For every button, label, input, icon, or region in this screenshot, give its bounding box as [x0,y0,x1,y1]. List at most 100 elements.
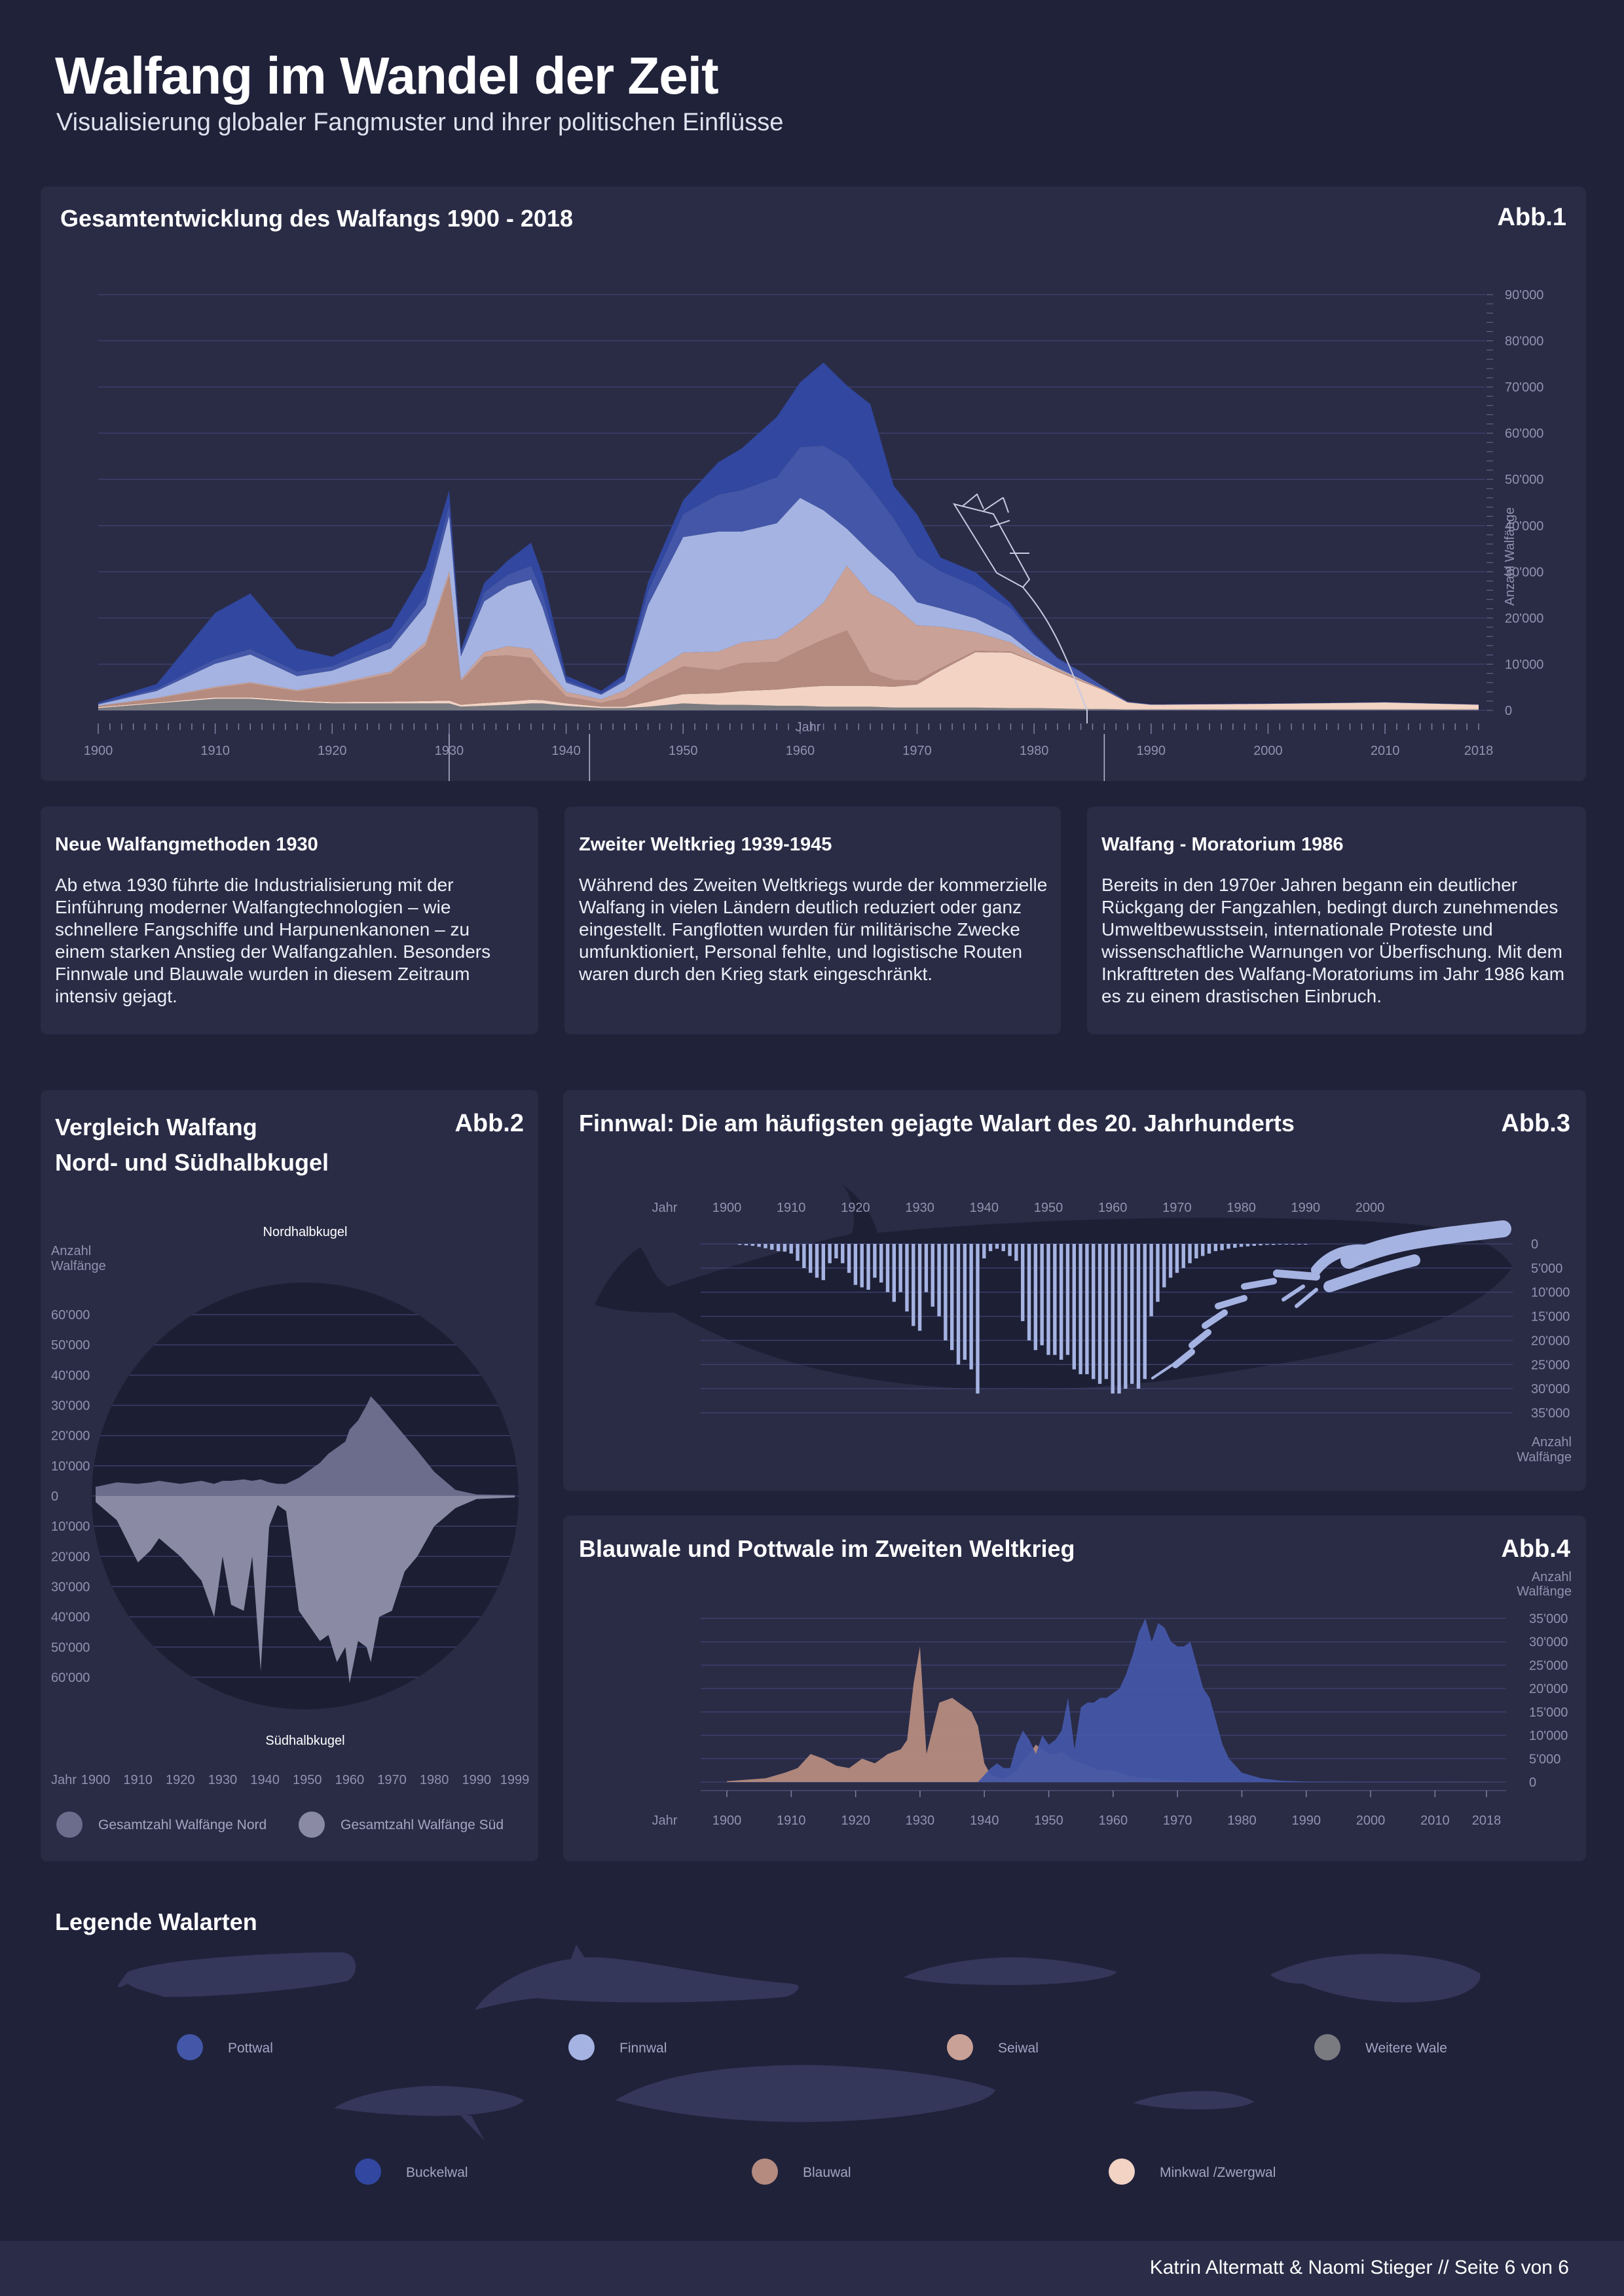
note-moratorium: Walfang - Moratorium 1986 Bereits in den… [1087,807,1586,1034]
finnwal-bar [1079,1244,1082,1375]
figure4-xtick: 1990 [1291,1813,1321,1828]
finnwal-bar [905,1244,909,1312]
figure4-ytick: 35'000 [1529,1612,1568,1626]
finnwal-bar [828,1244,832,1264]
finnwal-bar [1117,1244,1121,1394]
finnwal-bar [1162,1244,1166,1288]
finnwal-bar [988,1244,993,1252]
note-moratorium-text: Bereits in den 1970er Jahren begann ein … [1101,875,1565,1006]
figure1-xtick: 1940 [551,744,581,758]
legend-label-5: Buckelwal [406,2165,468,2180]
figure4-xtick: 1970 [1163,1813,1192,1828]
figure2-ytick: 20'000 [51,1429,90,1444]
finnwal-bar [1227,1244,1230,1249]
sei-whale-icon [904,1957,1116,1985]
finnwal-bar [1098,1244,1102,1384]
figure3-ytick: 5'000 [1531,1262,1562,1276]
legend-nord-label: Gesamtzahl Walfänge Nord [98,1817,267,1832]
figure1-xtick: 2018 [1464,744,1494,758]
finnwal-bar [1213,1244,1218,1252]
finnwal-bar [744,1244,748,1246]
figure1-xtick: 1960 [786,744,815,758]
legend-swatch-1 [177,2034,203,2060]
figure4-ytick: 10'000 [1529,1729,1568,1743]
finnwal-bar [1194,1244,1198,1259]
finnwal-bar [917,1244,922,1331]
finnwal-bar [1297,1244,1301,1245]
legend-swatch-4 [1314,2034,1340,2060]
figure2-xtick: 1910 [123,1773,153,1787]
figure3-xtick: 1980 [1227,1201,1256,1215]
figure4-panel: Blauwale und Pottwale im Zweiten Weltkri… [563,1516,1586,1861]
finnwal-bar [1033,1244,1038,1351]
finnwal-bar [1252,1244,1256,1246]
figure2-ytick: 30'000 [51,1580,90,1594]
finnwal-bar [1259,1244,1263,1246]
figure1-xtick: 1910 [200,744,230,758]
area-gesamtzahl-walf-nge-s-d [96,1496,515,1684]
legend-nord-swatch [56,1812,83,1838]
finnwal-bar [866,1244,870,1290]
finnwal-bar [937,1244,941,1317]
figure1-ytick: 40'000 [1505,519,1543,534]
footer-text: Katrin Altermatt & Naomi Stieger // Seit… [1149,2257,1569,2278]
finnwal-bar [789,1244,793,1254]
figure4-xtick: 1900 [712,1813,742,1828]
legend-label-3: Seiwal [998,2041,1039,2056]
figure4-ytick: 20'000 [1529,1682,1568,1696]
finnwal-bar [776,1244,781,1252]
figure4-ytick: 5'000 [1529,1752,1560,1766]
page-title: Walfang im Wandel der Zeit [55,46,719,106]
note-ww2: Zweiter Weltkrieg 1939-1945 Während des … [564,807,1061,1034]
finnwal-bar [1291,1244,1295,1245]
legend-label-1: Pottwal [228,2041,273,2056]
finnwal-bar [1181,1244,1185,1268]
finnwal-bar [924,1244,929,1292]
figure2-xtick: 1920 [166,1773,195,1787]
finnwal-bar [898,1244,902,1292]
figure2-xtick: 1980 [420,1773,449,1787]
note-moratorium-title: Walfang - Moratorium 1986 [1101,834,1344,855]
figure3-ylabel-1: Anzahl [1532,1435,1572,1449]
figure1-title: Gesamtentwicklung des Walfangs 1900 - 20… [60,205,573,232]
finnwal-bar [1136,1244,1141,1389]
figure3-panel: Finnwal: Die am häufigsten gejagte Walar… [563,1090,1586,1491]
finnwal-bar [841,1244,845,1264]
finnwal-bar [873,1244,877,1278]
finnwal-bar [1168,1244,1173,1278]
finnwal-bar [1001,1244,1005,1252]
figure1-xtick: 1900 [84,744,113,758]
figure3-ytick: 15'000 [1531,1310,1570,1324]
finnwal-bar [821,1244,826,1281]
figure3-ytick: 20'000 [1531,1334,1570,1348]
finnwal-bar [1124,1244,1128,1389]
figure4-ytick: 15'000 [1529,1705,1568,1720]
finnwal-bar [1207,1244,1211,1254]
finnwal-bar [847,1244,851,1273]
figure1-xtick: 1980 [1020,744,1049,758]
blue-whale-icon [616,2065,995,2123]
note-ww2-text: Während des Zweiten Weltkriegs wurde der… [579,875,1048,984]
figure2-ytick: 10'000 [51,1459,90,1474]
figure2-ytick: 60'000 [51,1308,90,1322]
figure1-ylabel: Anzahl Walfänge [1503,507,1517,606]
figure4-xtick: 1910 [777,1813,806,1828]
area-seiwal [98,566,1479,706]
figure4-xlabel: Jahr [652,1813,678,1828]
figure1-ytick: 10'000 [1505,657,1543,672]
north-label: Nordhalbkugel [263,1225,348,1239]
finnwal-bar [995,1244,999,1249]
figure1-ytick: 30'000 [1505,565,1543,579]
figure2-panel: Vergleich Walfang Nord- und Südhalbkugel… [41,1090,538,1861]
figure4-xtick: 2018 [1472,1813,1502,1828]
figure2-ytick: 10'000 [51,1520,90,1534]
finnwal-bar [1008,1244,1012,1256]
legend-label-2: Finnwal [619,2041,667,2056]
area-pottwal [98,445,1479,705]
figure2-xtick: 1990 [462,1773,492,1787]
legend-title: Legende Walarten [55,1908,257,1935]
finnwal-bar [860,1244,864,1288]
figure3-ytick: 0 [1531,1237,1538,1252]
figure2-ylabel-1: Anzahl [51,1244,91,1258]
legend-sued-label: Gesamtzahl Walfänge Süd [341,1817,504,1832]
